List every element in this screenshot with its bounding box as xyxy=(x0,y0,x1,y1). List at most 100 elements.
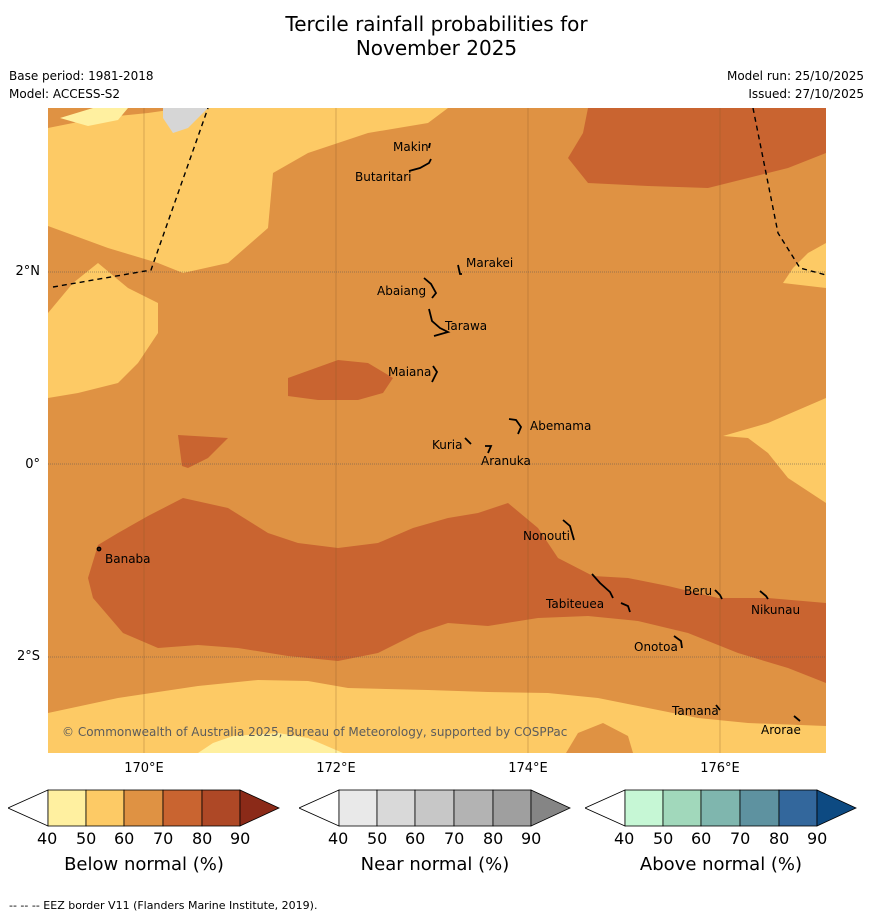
below-50-region-west xyxy=(48,263,158,398)
beru-island xyxy=(714,589,723,600)
butaritari-island xyxy=(408,158,432,172)
colorbar-near-40 xyxy=(338,789,378,827)
meta-left: Base period: 1981-2018 Model: ACCESS-S2 xyxy=(9,67,154,103)
near-normal-patch xyxy=(163,108,208,133)
lon-label-174e: 174°E xyxy=(508,761,548,776)
colorbar-near-70 xyxy=(453,789,494,827)
colorbar-below-80 xyxy=(201,789,241,827)
tick: 70 xyxy=(153,829,174,848)
lat-label-2s: 2°S xyxy=(16,649,40,664)
below-70-region-south xyxy=(88,498,826,683)
tick: 60 xyxy=(691,829,712,848)
label-aranuka: Aranuka xyxy=(481,454,531,468)
tabiteuea-south-island xyxy=(620,602,631,613)
tarawa-island xyxy=(428,308,451,337)
lat-label-2n: 2°N xyxy=(15,264,41,279)
label-maiana: Maiana xyxy=(388,365,432,379)
label-abaiang: Abaiang xyxy=(377,284,427,298)
colorbar-below-60 xyxy=(123,789,164,827)
below-70-region-equator xyxy=(178,435,228,468)
tick: 80 xyxy=(483,829,504,848)
marakei-island xyxy=(457,264,462,275)
tabiteuea-north-island xyxy=(591,573,614,599)
map-panel xyxy=(48,108,826,753)
label-arorae: Arorae xyxy=(761,723,801,737)
colorbar-below-40 xyxy=(47,789,87,827)
aranuka-island xyxy=(485,445,493,454)
colorbar-below-min-arrow xyxy=(8,789,49,827)
below-50-region-south xyxy=(48,680,826,753)
tick: 80 xyxy=(769,829,790,848)
map-title: Tercile rainfall probabilities for Novem… xyxy=(0,12,873,60)
below-50-region-northeast xyxy=(783,243,826,288)
model-name: Model: ACCESS-S2 xyxy=(9,87,121,101)
label-tamana: Tamana xyxy=(672,704,719,718)
tick: 50 xyxy=(653,829,674,848)
tick: 50 xyxy=(367,829,388,848)
issued-date: Issued: 27/10/2025 xyxy=(748,87,864,101)
meta-right: Model run: 25/10/2025 Issued: 27/10/2025 xyxy=(727,67,864,103)
near-normal-caption: Near normal (%) xyxy=(360,854,510,875)
colorbar-near-50 xyxy=(376,789,416,827)
colorbar-above-max-arrow xyxy=(816,789,857,827)
label-onotoa: Onotoa xyxy=(634,640,678,654)
below-50-region-east xyxy=(723,398,826,503)
tick: 70 xyxy=(444,829,465,848)
colorbar-below-max-arrow xyxy=(239,789,280,827)
graticule xyxy=(143,108,721,753)
nikunau-island xyxy=(759,590,769,600)
colorbar-near-max-arrow xyxy=(530,789,571,827)
label-tabiteuea: Tabiteuea xyxy=(546,597,605,611)
colorbar-below-70 xyxy=(162,789,203,827)
lon-label-172e: 172°E xyxy=(316,761,356,776)
colorbar-below xyxy=(8,789,280,827)
makin-island xyxy=(428,142,431,149)
kuria-island xyxy=(464,437,472,445)
copyright-notice: © Commonwealth of Australia 2025, Bureau… xyxy=(62,725,568,739)
colorbar-above-60 xyxy=(700,789,741,827)
colorbar-above-min-arrow xyxy=(585,789,626,827)
label-abemama: Abemama xyxy=(530,419,592,433)
colorbar-above-50 xyxy=(662,789,702,827)
label-nikunau: Nikunau xyxy=(751,603,801,617)
lon-label-170e: 170°E xyxy=(124,761,164,776)
maiana-island xyxy=(431,365,439,383)
label-marakei: Marakei xyxy=(466,256,514,270)
label-makin: Makin xyxy=(393,140,429,154)
label-tarawa: Tarawa xyxy=(445,319,488,333)
tick: 50 xyxy=(76,829,97,848)
colorbar-above-70 xyxy=(739,789,780,827)
banaba-island xyxy=(96,546,102,552)
tick: 90 xyxy=(807,829,828,848)
title-line-2: November 2025 xyxy=(355,36,518,60)
below-60-region-southeast xyxy=(566,723,633,753)
eez-border-footnote: -- -- -- EEZ border V11 (Flanders Marine… xyxy=(9,899,318,912)
lon-label-176e: 176°E xyxy=(700,761,740,776)
colorbar-near-80 xyxy=(492,789,532,827)
colorbar-above-80 xyxy=(778,789,818,827)
above-normal-caption: Above normal (%) xyxy=(639,854,803,875)
colorbar-above xyxy=(585,789,857,827)
base-period: Base period: 1981-2018 xyxy=(9,69,154,83)
below-70-region-maiana xyxy=(288,360,393,400)
below-40-region-south xyxy=(198,733,343,753)
eez-border xyxy=(52,108,826,288)
tick: 80 xyxy=(192,829,213,848)
tick: 40 xyxy=(37,829,58,848)
label-kuria: Kuria xyxy=(432,438,463,452)
colorbar-near-min-arrow xyxy=(299,789,340,827)
tamana-island xyxy=(715,704,721,711)
colorbar-above-40 xyxy=(624,789,664,827)
nonouti-island xyxy=(562,519,575,541)
title-line-1: Tercile rainfall probabilities for xyxy=(285,12,588,36)
tick: 90 xyxy=(521,829,542,848)
tick: 40 xyxy=(614,829,635,848)
below-normal-caption: Below normal (%) xyxy=(64,854,224,875)
tick: 60 xyxy=(405,829,426,848)
label-beru: Beru xyxy=(684,584,713,598)
label-butaritari: Butaritari xyxy=(355,170,412,184)
tick: 90 xyxy=(230,829,251,848)
tick: 70 xyxy=(730,829,751,848)
label-banaba: Banaba xyxy=(105,552,151,566)
below-70-region-northeast xyxy=(568,108,826,188)
